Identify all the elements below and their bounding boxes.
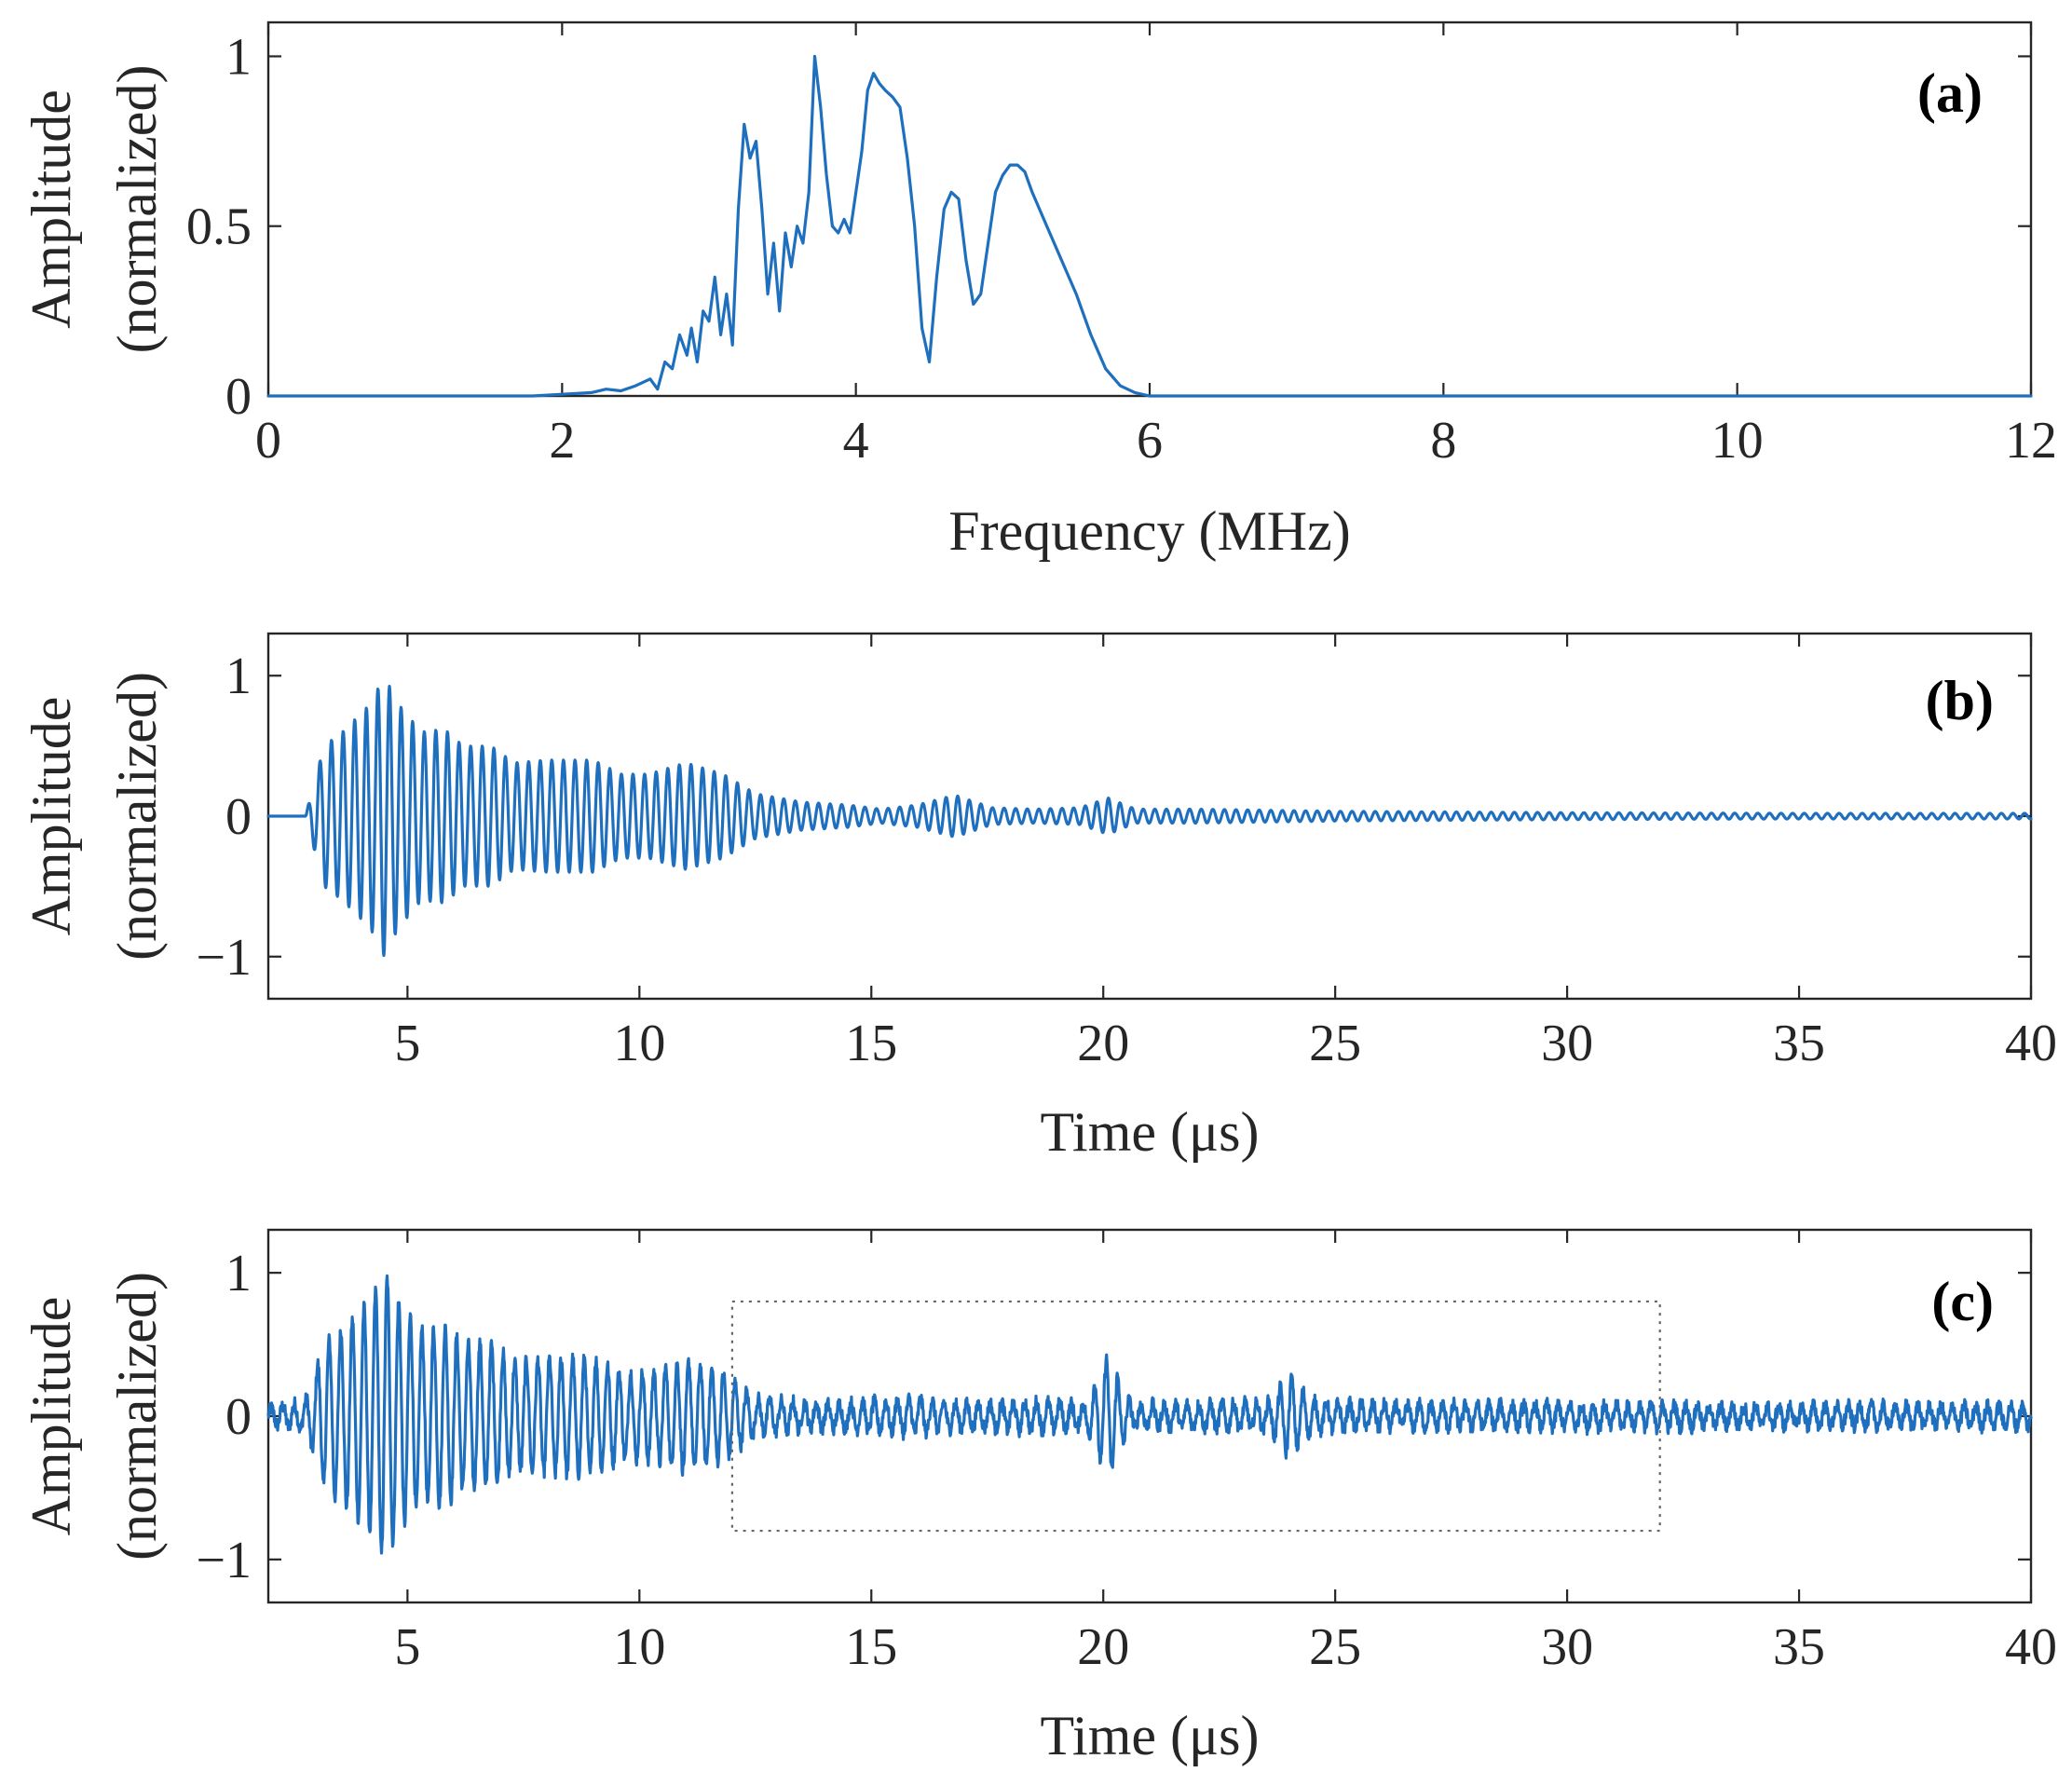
- x-tick-label: 25: [1309, 1015, 1361, 1072]
- x-tick-label: 40: [2005, 1015, 2057, 1072]
- x-axis-title: Time (μs): [1041, 1705, 1260, 1766]
- series-line-b: [266, 685, 2033, 958]
- panel-label: (a): [1917, 62, 1983, 124]
- panel-c: 5 10 15 20 25 30 35 40 −1 0 1 Time (μs) Amplitude (no…: [20, 1228, 2057, 1766]
- x-tick-label: 20: [1077, 1618, 1129, 1676]
- x-tick-label: 2: [549, 412, 575, 470]
- series-line-a: [266, 54, 2033, 398]
- x-tick-label: 25: [1309, 1618, 1361, 1676]
- y-tick-label: −1: [196, 1532, 252, 1589]
- panel-a: 0 2 4 6 8 10 12 0 0.5 1 Frequency (MHz) Amplitude (n…: [20, 20, 2057, 562]
- y-axis-title: Amplitude: [20, 89, 82, 329]
- y-axis-title-unit: (normalized): [106, 1272, 168, 1561]
- x-tick-label: 35: [1773, 1618, 1825, 1676]
- panel-label: (b): [1926, 670, 1994, 731]
- x-tick-label: 6: [1137, 412, 1163, 470]
- y-tick-label: 1: [225, 1245, 252, 1302]
- x-tick-label: 10: [613, 1618, 665, 1676]
- x-tick-label: 5: [394, 1618, 420, 1676]
- y-tick-label: 0: [225, 1388, 252, 1446]
- y-tick-label: 0: [225, 788, 252, 846]
- y-tick-label: −1: [196, 929, 252, 987]
- x-tick-label: 35: [1773, 1015, 1825, 1072]
- x-tick-label: 30: [1541, 1015, 1593, 1072]
- y-tick-label: 0.5: [186, 198, 252, 256]
- x-tick-label: 40: [2005, 1618, 2057, 1676]
- x-axis-title: Frequency (MHz): [948, 500, 1351, 562]
- y-tick-label: 1: [225, 28, 252, 86]
- x-tick-label: 8: [1430, 412, 1456, 470]
- plot-area-a: [266, 20, 2033, 398]
- x-tick-label: 10: [613, 1015, 665, 1072]
- panel-b: 5 10 15 20 25 30 35 40 −1 0 1 Time (μs) Amplitude (no…: [20, 632, 2057, 1163]
- y-axis-title: Amplitude: [20, 697, 82, 936]
- y-axis-title-unit: (normalized): [106, 672, 168, 961]
- highlight-box: [730, 1300, 1661, 1533]
- x-axis-title: Time (μs): [1041, 1101, 1260, 1163]
- x-tick-label: 10: [1711, 412, 1764, 470]
- x-tick-label: 4: [843, 412, 869, 470]
- x-tick-label: 0: [255, 412, 281, 470]
- panel-label: (c): [1931, 1271, 1994, 1332]
- y-tick-label: 1: [225, 648, 252, 705]
- x-tick-label: 20: [1077, 1015, 1129, 1072]
- x-tick-label: 12: [2005, 412, 2057, 470]
- y-tick-label: 0: [225, 368, 252, 426]
- x-tick-label: 30: [1541, 1618, 1593, 1676]
- x-tick-label: 15: [845, 1618, 897, 1676]
- y-axis-title-unit: (normalized): [106, 65, 168, 354]
- series-line-c: [266, 1274, 2033, 1555]
- x-tick-label: 5: [394, 1015, 420, 1072]
- x-tick-label: 15: [845, 1015, 897, 1072]
- y-axis-title: Amplitude: [20, 1297, 82, 1536]
